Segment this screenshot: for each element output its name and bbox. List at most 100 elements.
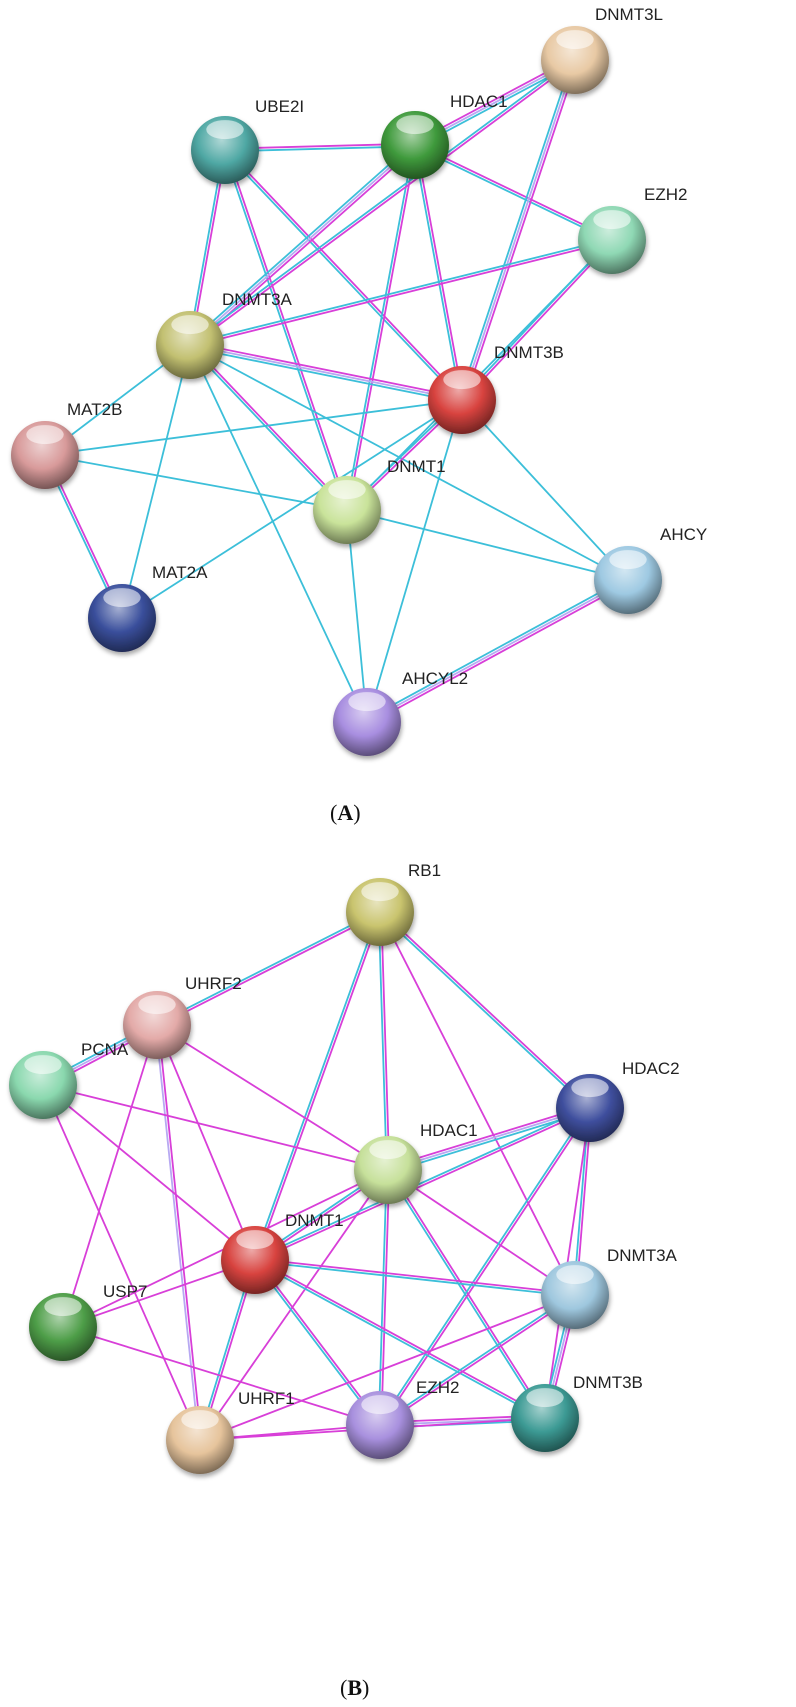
- edge-dnmt1-dnmt3a: [254, 1257, 576, 1298]
- node-mat2a[interactable]: MAT2A: [88, 563, 208, 652]
- edge-dnmt3l-dnmt3a: [188, 58, 577, 347]
- edge-line-e: [388, 1168, 547, 1418]
- node-highlight: [138, 995, 176, 1015]
- node-highlight: [593, 210, 631, 230]
- edge-line-d: [222, 150, 347, 511]
- node-label: MAT2A: [152, 563, 208, 582]
- node-usp7[interactable]: USP7: [29, 1282, 147, 1361]
- node-dnmt3a[interactable]: DNMT3A: [156, 290, 293, 379]
- edge-dnmt1-ahcyl2: [346, 509, 368, 723]
- node-label: UHRF2: [185, 974, 242, 993]
- edge-line-d: [377, 912, 388, 1171]
- edge-line-d: [252, 911, 380, 1260]
- node-hdac2[interactable]: HDAC2: [556, 1059, 680, 1142]
- node-ezh2[interactable]: EZH2: [346, 1378, 459, 1459]
- node-label: EZH2: [644, 185, 687, 204]
- edge-line-d: [366, 399, 463, 723]
- edge-dnmt3b-mat2a: [121, 399, 463, 619]
- edge-line-e: [42, 1084, 389, 1171]
- edge-rb1-hdac2: [378, 910, 592, 1110]
- node-dnmt3a[interactable]: DNMT3A: [541, 1246, 678, 1329]
- node-label: EZH2: [416, 1378, 459, 1397]
- edge-line-d: [458, 58, 574, 400]
- network-panel-b: RB1 UHRF2 PCNA HDAC2 HDAC1 DNMT1 DNMT3A USP7 UHR…: [9, 861, 680, 1474]
- node-label: RB1: [408, 861, 441, 880]
- edge-hdac1-dnmt3b: [412, 144, 465, 401]
- edge-line-e: [415, 143, 613, 240]
- node-label: MAT2B: [67, 400, 122, 419]
- edge-line-e: [225, 149, 350, 510]
- node-ahcyl2[interactable]: AHCYL2: [333, 669, 468, 756]
- node-dnmt3b[interactable]: DNMT3B: [511, 1373, 643, 1452]
- node-dnmt3l[interactable]: DNMT3L: [541, 5, 663, 94]
- edge-line-d: [121, 399, 463, 619]
- edge-line-e: [157, 912, 381, 1027]
- node-ezh2[interactable]: EZH2: [578, 185, 687, 274]
- node-uhrf2[interactable]: UHRF2: [123, 974, 242, 1059]
- edge-pcna-uhrf1: [42, 1084, 201, 1441]
- node-highlight: [103, 588, 141, 608]
- node-ube2i[interactable]: UBE2I: [191, 97, 304, 184]
- edge-line-e: [380, 1170, 391, 1426]
- node-label: PCNA: [81, 1040, 129, 1059]
- node-rb1[interactable]: RB1: [346, 861, 441, 946]
- edge-line-e: [347, 145, 418, 511]
- node-highlight: [236, 1230, 274, 1250]
- edge-line-c: [189, 144, 416, 346]
- node-label: AHCYL2: [402, 669, 468, 688]
- node-dnmt1[interactable]: DNMT1: [221, 1211, 344, 1294]
- edge-ahcy-ahcyl2: [365, 576, 630, 726]
- edge-line-e: [386, 1104, 590, 1169]
- edge-line-c: [154, 1025, 200, 1441]
- node-dnmt1[interactable]: DNMT1: [313, 457, 446, 544]
- edge-line-d: [378, 1106, 590, 1425]
- node-highlight: [348, 692, 386, 712]
- edge-line-d: [254, 1260, 575, 1298]
- edge-line-e: [157, 1024, 203, 1440]
- edge-line-e: [255, 1257, 576, 1295]
- node-highlight: [361, 882, 399, 902]
- edge-line-e: [199, 1294, 576, 1441]
- edge-line-e: [156, 1024, 389, 1171]
- node-label: HDAC1: [420, 1121, 478, 1140]
- node-hdac1[interactable]: HDAC1: [381, 92, 508, 179]
- node-highlight: [609, 550, 647, 570]
- edge-line-d: [121, 344, 191, 619]
- edge-dnmt3a-mat2a: [121, 344, 191, 619]
- edge-line-d: [253, 1260, 545, 1420]
- edge-uhrf2-hdac1: [156, 1024, 389, 1171]
- edge-pcna-hdac1: [42, 1084, 389, 1171]
- edge-dnmt3b-ahcyl2: [366, 399, 463, 723]
- edge-line-e: [42, 1084, 201, 1441]
- edge-line-d: [461, 399, 629, 581]
- node-label: DNMT3A: [607, 1246, 678, 1265]
- node-label: DNMT3L: [595, 5, 663, 24]
- node-mat2b[interactable]: MAT2B: [11, 400, 122, 489]
- node-highlight: [443, 370, 481, 390]
- edge-hdac1-dnmt3a: [387, 1169, 576, 1296]
- node-ahcy[interactable]: AHCY: [594, 525, 707, 614]
- edge-line-d: [378, 912, 590, 1110]
- node-uhrf1[interactable]: UHRF1: [166, 1389, 295, 1474]
- node-label: DNMT1: [387, 457, 446, 476]
- edge-hdac2-ezh2: [378, 1106, 592, 1427]
- edge-line-e: [380, 911, 391, 1170]
- edge-line-d: [189, 346, 462, 404]
- node-highlight: [369, 1140, 407, 1160]
- edge-line-e: [463, 60, 579, 402]
- edge-line-e: [255, 1108, 591, 1263]
- edge-dnmt3b-ahcy: [461, 399, 629, 581]
- edge-hdac2-dnmt1: [254, 1105, 591, 1263]
- edge-dnmt1-ahcy: [346, 509, 629, 581]
- edge-line-c: [461, 59, 576, 401]
- node-dnmt3b[interactable]: DNMT3B: [428, 343, 564, 434]
- edge-ezh2-dnmt3a: [189, 237, 613, 348]
- node-label: HDAC2: [622, 1059, 680, 1078]
- node-label: DNMT3B: [494, 343, 564, 362]
- node-pcna[interactable]: PCNA: [9, 1040, 129, 1119]
- edge-line-d: [377, 1169, 388, 1425]
- edge-line-e: [190, 240, 613, 348]
- edge-line-e: [367, 581, 630, 726]
- node-hdac1[interactable]: HDAC1: [354, 1121, 478, 1204]
